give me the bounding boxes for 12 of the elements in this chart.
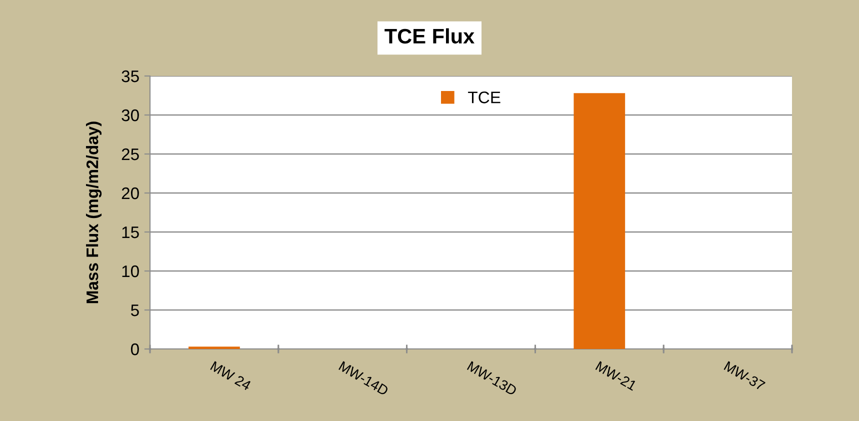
y-tick-label: 10 xyxy=(122,265,139,278)
legend-label: TCE xyxy=(468,92,500,104)
y-tick-label: 20 xyxy=(122,187,139,200)
y-tick-label: 15 xyxy=(122,226,139,238)
chart-title: TCE Flux xyxy=(384,28,474,44)
y-tick-label: 35 xyxy=(122,70,139,82)
y-tick-label: 25 xyxy=(122,148,139,160)
x-tick-label: MW 24 xyxy=(210,361,252,391)
y-tick-label: 30 xyxy=(122,109,139,122)
y-axis-title: Mass Flux (mg/m2/day) xyxy=(86,122,102,304)
y-tick-label: 0 xyxy=(130,343,139,356)
y-tick-label: 5 xyxy=(130,304,139,316)
